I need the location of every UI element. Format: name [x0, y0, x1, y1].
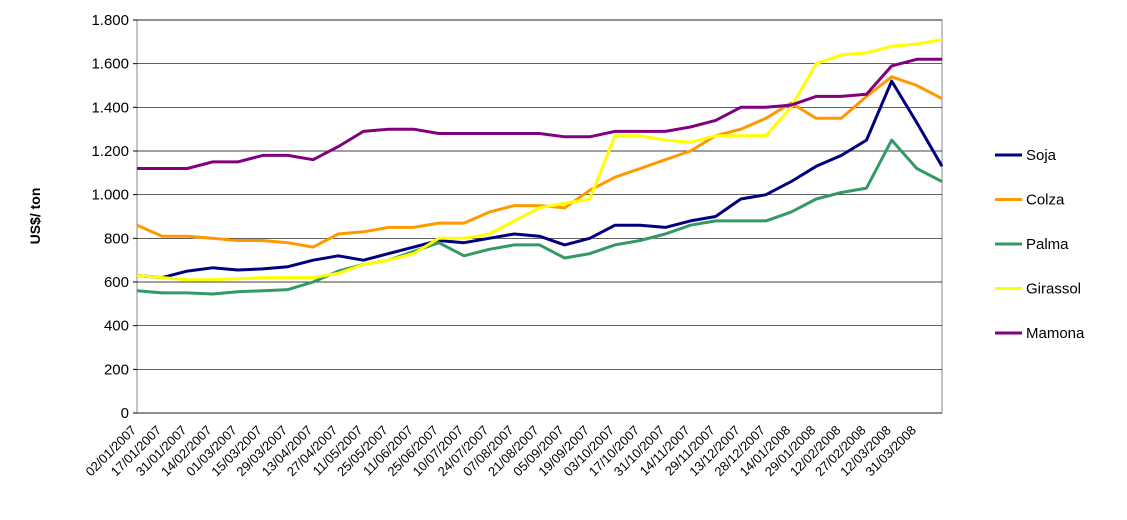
series-line — [136, 75, 943, 249]
legend-label: Soja — [1026, 147, 1057, 164]
y-tick-label: 1.400 — [91, 99, 129, 116]
legend-label: Girassol — [1026, 281, 1081, 298]
legend-label: Mamona — [1026, 325, 1085, 342]
y-tick-label: 1.000 — [91, 187, 129, 204]
series-line — [136, 38, 943, 282]
y-tick-label: 1.600 — [91, 56, 129, 73]
y-tick-label: 1.200 — [91, 143, 129, 160]
y-tick-label: 400 — [104, 318, 129, 335]
series-line — [137, 57, 942, 170]
y-tick-label: 1.800 — [91, 12, 129, 29]
series-line — [136, 79, 944, 280]
y-axis-label: US$/ ton — [27, 188, 43, 245]
y-tick-label: 0 — [121, 405, 129, 422]
legend-label: Palma — [1026, 236, 1069, 253]
y-tick-label: 600 — [104, 274, 129, 291]
plot-area — [136, 19, 943, 414]
series-line — [136, 138, 943, 296]
y-tick-label: 800 — [104, 230, 129, 247]
legend-label: Colza — [1026, 192, 1065, 209]
y-tick-label: 200 — [104, 361, 129, 378]
